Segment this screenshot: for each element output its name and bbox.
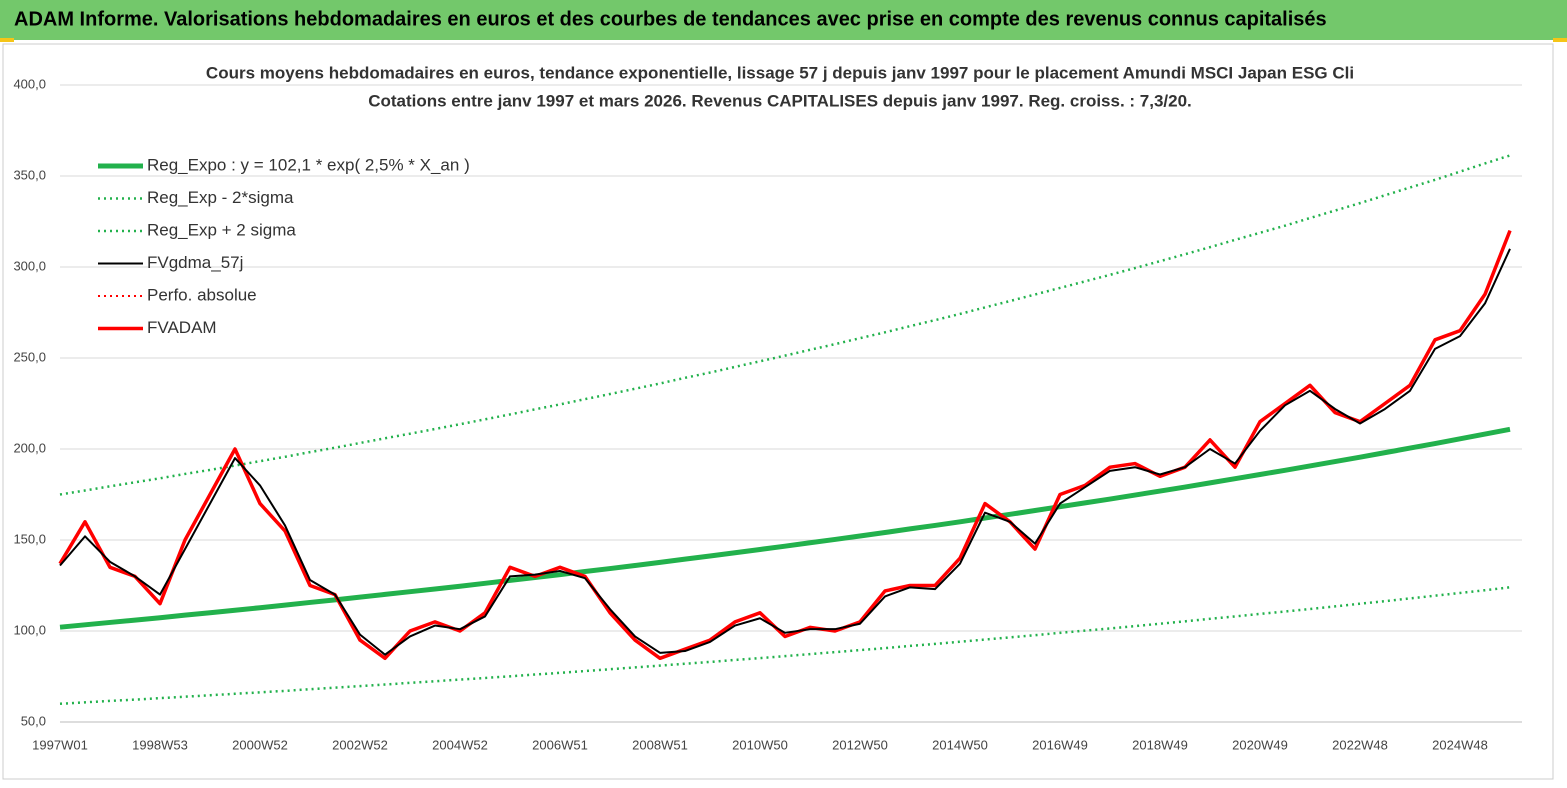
x-tick-label: 2018W49 — [1132, 737, 1188, 752]
plot-frame — [2, 43, 1554, 780]
x-tick-label: 2024W48 — [1432, 737, 1488, 752]
x-tick-label: 2004W52 — [432, 737, 488, 752]
x-tick-label: 2006W51 — [532, 737, 588, 752]
series-line — [59, 586, 1511, 706]
x-tick-label: 2008W51 — [632, 737, 688, 752]
series-line — [59, 154, 1511, 496]
legend-label: Perfo. absolue — [147, 285, 257, 304]
x-tick-label: 2010W50 — [732, 737, 788, 752]
y-tick-label: 50,0 — [21, 713, 46, 728]
x-tick-label: 2020W49 — [1232, 737, 1288, 752]
x-tick-label: 2000W52 — [232, 737, 288, 752]
x-tick-label: 2022W48 — [1332, 737, 1388, 752]
series-line — [58, 229, 1512, 661]
y-tick-label: 250,0 — [13, 349, 46, 364]
corner — [0, 38, 14, 42]
chart-subtitle: Cotations entre janv 1997 et mars 2026. … — [368, 91, 1192, 110]
legend-label: Reg_Exp + 2 sigma — [147, 220, 296, 239]
header-band — [0, 0, 1567, 40]
series-line — [59, 426, 1511, 630]
corner — [1553, 38, 1567, 42]
x-tick-label: 2002W52 — [332, 737, 388, 752]
legend-label: Reg_Exp - 2*sigma — [147, 188, 294, 207]
y-tick-label: 400,0 — [13, 76, 46, 91]
x-tick-label: 1997W01 — [32, 737, 88, 752]
legend-label: Reg_Expo : y = 102,1 * exp( 2,5% * X_an … — [147, 155, 470, 174]
y-tick-label: 200,0 — [13, 440, 46, 455]
y-tick-label: 150,0 — [13, 531, 46, 546]
header-title: ADAM Informe. Valorisations hebdomadaire… — [14, 8, 1327, 30]
x-tick-label: 2016W49 — [1032, 737, 1088, 752]
legend-label: FVgdma_57j — [147, 253, 243, 272]
series-line — [59, 248, 1511, 656]
chart-title: Cours moyens hebdomadaires en euros, ten… — [206, 63, 1354, 82]
legend-label: FVADAM — [147, 318, 217, 337]
y-tick-label: 100,0 — [13, 622, 46, 637]
x-tick-label: 2014W50 — [932, 737, 988, 752]
y-tick-label: 300,0 — [13, 258, 46, 273]
series-line — [59, 230, 1511, 660]
y-tick-label: 350,0 — [13, 167, 46, 182]
x-tick-label: 2012W50 — [832, 737, 888, 752]
x-tick-label: 1998W53 — [132, 737, 188, 752]
